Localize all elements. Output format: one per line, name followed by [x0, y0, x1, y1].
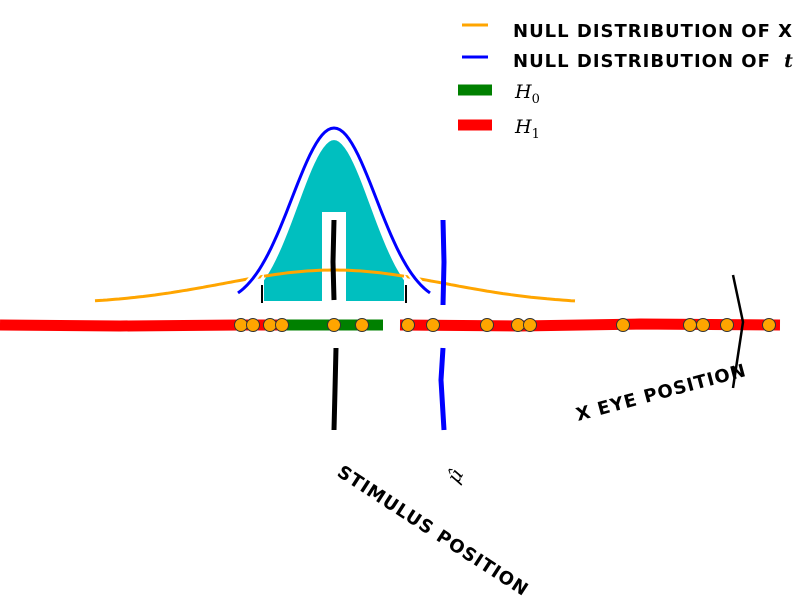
sample-point: [696, 318, 710, 332]
legend-label-null-x: null distribution of x: [513, 21, 793, 42]
eye-position-label: x eye position: [574, 360, 749, 426]
sample-point: [762, 318, 776, 332]
legend-label-h0: H0: [514, 81, 540, 107]
samples: [234, 318, 776, 332]
stimulus-line-upper: [330, 219, 337, 301]
sample-point: [275, 318, 289, 332]
stimulus-line-lower: [331, 347, 339, 431]
h1-line-right: [399, 318, 781, 332]
legend: null distribution of x null distribution…: [458, 21, 794, 142]
sample-point: [511, 318, 525, 332]
stimulus-position-label: stimulus position: [333, 462, 532, 600]
sample-point: [234, 318, 248, 332]
sample-point: [683, 318, 697, 332]
mu-hat-label: μ̂: [443, 465, 468, 487]
mu-hat-line-upper: [440, 219, 447, 306]
mu-hat-line-lower: [438, 347, 447, 431]
sample-point: [426, 318, 440, 332]
sample-point: [523, 318, 537, 332]
sample-point: [401, 318, 415, 332]
sample-point: [616, 318, 630, 332]
legend-label-h1: H1: [514, 116, 540, 142]
eye-position-marker: [731, 274, 745, 389]
sample-point: [355, 318, 369, 332]
sample-point: [263, 318, 277, 332]
sample-point: [327, 318, 341, 332]
legend-label-null-t: null distribution of t: [513, 50, 794, 72]
sample-point: [246, 318, 260, 332]
null-distribution-t-curve-line: [237, 126, 431, 295]
sample-point: [480, 318, 494, 332]
sample-point: [720, 318, 734, 332]
